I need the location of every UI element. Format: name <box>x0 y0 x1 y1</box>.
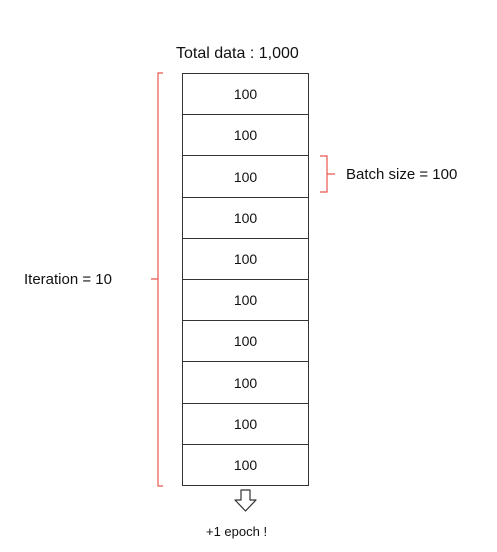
data-stack: 100 100 100 100 100 100 100 100 100 100 <box>182 73 309 486</box>
batch-cell: 100 <box>183 74 308 116</box>
batch-cell: 100 <box>183 156 308 198</box>
iteration-bracket <box>151 72 163 487</box>
batch-size-brace <box>320 155 335 193</box>
batch-cell: 100 <box>183 115 308 157</box>
batch-size-label: Batch size = 100 <box>346 166 458 183</box>
batch-cell: 100 <box>233 456 258 473</box>
total-data-title: Total data : 1,000 <box>176 45 299 62</box>
batch-cell: 100 <box>183 362 308 404</box>
down-arrow-icon <box>234 489 257 512</box>
epoch-label: +1 epoch ! <box>206 524 268 539</box>
batch-cell: 100 <box>183 280 308 322</box>
batch-cell: 100 <box>183 321 308 363</box>
batch-cell: 100 <box>183 239 308 281</box>
iteration-label: Iteration = 10 <box>24 271 112 288</box>
batch-cell: 100 <box>183 404 308 445</box>
batch-cell: 100 <box>183 198 308 239</box>
